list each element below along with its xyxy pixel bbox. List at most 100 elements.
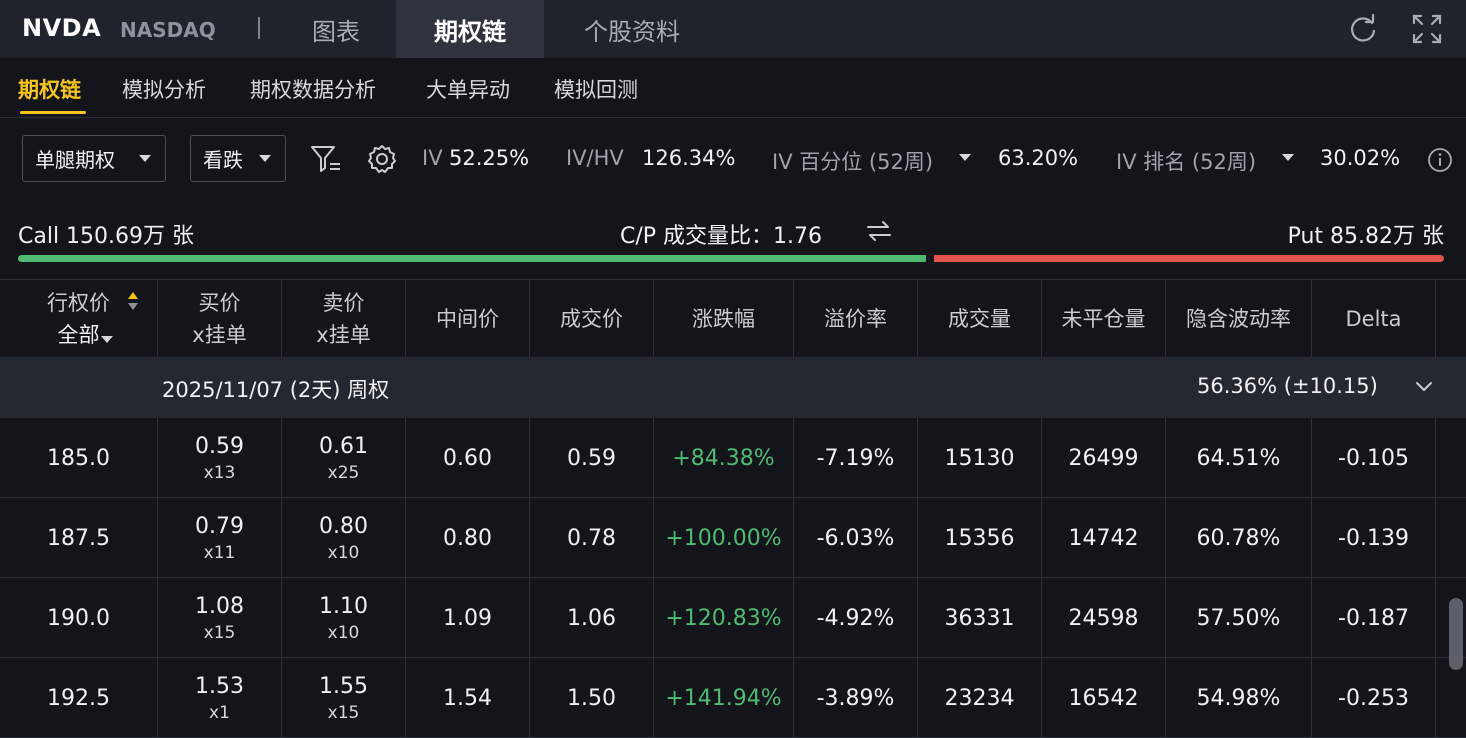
bid-price: 0.79 bbox=[195, 514, 244, 539]
change-cell: +120.83% bbox=[654, 578, 794, 658]
header-last[interactable]: 成交价 bbox=[530, 280, 654, 358]
chevron-down-icon bbox=[259, 155, 271, 162]
strike-cell: 192.5 bbox=[0, 658, 158, 738]
strike-filter-dropdown[interactable]: 全部 bbox=[57, 323, 100, 347]
subtab-block-trades[interactable]: 大单异动 bbox=[426, 78, 510, 102]
tab-option-chain[interactable]: 期权链 bbox=[396, 0, 544, 58]
strike-cell: 185.0 bbox=[0, 418, 158, 498]
ask-cell: 0.61 x25 bbox=[282, 418, 406, 498]
strike-cell: 187.5 bbox=[0, 498, 158, 578]
implied-vol-cell: 60.78% bbox=[1166, 498, 1312, 578]
table-row[interactable]: 192.5 1.53 x1 1.55 x15 1.54 1.50 +141.94% -3.89%… bbox=[0, 658, 1466, 738]
call-volume: Call 150.69万 张 bbox=[18, 224, 195, 249]
table-header-row: 行权价 全部 买价 x挂单 卖价 x挂单 中间价 成交价 涨跌幅 溢价率 成交量… bbox=[0, 279, 1466, 358]
header-implied-vol[interactable]: 隐含波动率 bbox=[1166, 280, 1312, 358]
bid-cell: 1.53 x1 bbox=[158, 658, 282, 738]
ask-price: 1.10 bbox=[319, 594, 368, 619]
bid-cell: 0.79 x11 bbox=[158, 498, 282, 578]
implied-vol-cell: 64.51% bbox=[1166, 418, 1312, 498]
header-ask-sub: x挂单 bbox=[316, 323, 371, 347]
direction-dropdown[interactable]: 看跌 bbox=[190, 135, 286, 182]
mid-cell: 0.60 bbox=[406, 418, 530, 498]
subtab-backtest[interactable]: 模拟回测 bbox=[554, 78, 638, 102]
header-premium[interactable]: 溢价率 bbox=[794, 280, 918, 358]
ask-size: x15 bbox=[327, 703, 360, 723]
header-volume[interactable]: 成交量 bbox=[918, 280, 1042, 358]
volume-cell: 15356 bbox=[918, 498, 1042, 578]
info-icon[interactable] bbox=[1427, 147, 1453, 173]
chevron-down-icon bbox=[1282, 154, 1294, 161]
delta-cell: -0.139 bbox=[1312, 498, 1436, 578]
table-row[interactable]: 187.5 0.79 x11 0.80 x10 0.80 0.78 +100.00% -6.03… bbox=[0, 498, 1466, 578]
scrollbar[interactable] bbox=[1449, 598, 1463, 670]
mid-cell: 1.09 bbox=[406, 578, 530, 658]
settings-gear-icon[interactable] bbox=[366, 143, 398, 175]
ask-size: x10 bbox=[327, 543, 360, 563]
delta-cell: -0.105 bbox=[1312, 418, 1436, 498]
ivhv-label: IV/HV bbox=[566, 146, 624, 170]
refresh-icon[interactable] bbox=[1346, 12, 1380, 46]
header-bid[interactable]: 买价 x挂单 bbox=[158, 280, 282, 358]
call-volume-bar bbox=[18, 255, 926, 262]
subtab-simulation[interactable]: 模拟分析 bbox=[122, 78, 206, 102]
chevron-down-icon bbox=[139, 155, 151, 162]
bid-size: x11 bbox=[203, 543, 236, 563]
header-ask[interactable]: 卖价 x挂单 bbox=[282, 280, 406, 358]
header-strike-label: 行权价 bbox=[47, 291, 110, 315]
filter-icon[interactable] bbox=[310, 144, 342, 174]
swap-icon[interactable] bbox=[866, 220, 892, 242]
ivhv-value: 126.34% bbox=[642, 146, 736, 170]
mid-cell: 1.54 bbox=[406, 658, 530, 738]
ask-price: 1.55 bbox=[319, 674, 368, 699]
cp-ratio: C/P 成交量比：1.76 bbox=[620, 224, 823, 249]
sort-icon[interactable] bbox=[126, 290, 140, 312]
change-cell: +84.38% bbox=[654, 418, 794, 498]
iv-percentile-dropdown[interactable]: IV 百分位 (52周) bbox=[772, 150, 934, 174]
table-row[interactable]: 185.0 0.59 x13 0.61 x25 0.60 0.59 +84.38% -7.19%… bbox=[0, 418, 1466, 498]
subtab-option-data[interactable]: 期权数据分析 bbox=[250, 78, 376, 102]
bid-size: x15 bbox=[203, 623, 236, 643]
change-cell: +100.00% bbox=[654, 498, 794, 578]
bid-size: x1 bbox=[209, 703, 230, 723]
header-bid-label: 买价 bbox=[198, 291, 241, 315]
chevron-down-icon bbox=[101, 336, 113, 343]
last-cell: 1.06 bbox=[530, 578, 654, 658]
active-subtab-indicator bbox=[20, 111, 86, 114]
header-open-interest[interactable]: 未平仓量 bbox=[1042, 280, 1166, 358]
header-ask-label: 卖价 bbox=[322, 291, 365, 315]
tab-chart[interactable]: 图表 bbox=[312, 17, 360, 46]
tab-stock-profile[interactable]: 个股资料 bbox=[584, 17, 680, 46]
header-delta[interactable]: Delta bbox=[1312, 280, 1436, 358]
bid-price: 1.53 bbox=[195, 674, 244, 699]
strategy-dropdown[interactable]: 单腿期权 bbox=[22, 135, 166, 182]
ticker-symbol: NVDA bbox=[22, 14, 102, 42]
fullscreen-icon[interactable] bbox=[1410, 12, 1444, 46]
iv-rank-dropdown[interactable]: IV 排名 (52周) bbox=[1116, 150, 1257, 174]
delta-cell: -0.253 bbox=[1312, 658, 1436, 738]
premium-cell: -6.03% bbox=[794, 498, 918, 578]
open-interest-cell: 14742 bbox=[1042, 498, 1166, 578]
ask-size: x25 bbox=[327, 463, 360, 483]
header-change[interactable]: 涨跌幅 bbox=[654, 280, 794, 358]
ask-size: x10 bbox=[327, 623, 360, 643]
change-cell: +141.94% bbox=[654, 658, 794, 738]
header-bid-sub: x挂单 bbox=[192, 323, 247, 347]
subtab-option-chain[interactable]: 期权链 bbox=[18, 78, 81, 102]
chevron-down-icon[interactable] bbox=[1414, 379, 1434, 393]
premium-cell: -3.89% bbox=[794, 658, 918, 738]
chevron-down-icon bbox=[959, 154, 971, 161]
iv-label: IV bbox=[422, 146, 443, 170]
put-volume: Put 85.82万 张 bbox=[1287, 224, 1444, 249]
header-mid[interactable]: 中间价 bbox=[406, 280, 530, 358]
expiry-group-row[interactable]: 2025/11/07 (2天) 周权 56.36% (±10.15) bbox=[0, 357, 1466, 418]
implied-vol-cell: 57.50% bbox=[1166, 578, 1312, 658]
sub-tab-bar: 期权链 模拟分析 期权数据分析 大单异动 模拟回测 bbox=[0, 58, 1466, 118]
bid-price: 0.59 bbox=[195, 434, 244, 459]
divider bbox=[258, 17, 260, 39]
top-bar: NVDA NASDAQ 图表 期权链 个股资料 bbox=[0, 0, 1466, 58]
expiry-label: 2025/11/07 (2天) 周权 bbox=[162, 378, 390, 402]
ask-cell: 1.55 x15 bbox=[282, 658, 406, 738]
header-strike[interactable]: 行权价 全部 bbox=[0, 280, 158, 358]
table-row[interactable]: 190.0 1.08 x15 1.10 x10 1.09 1.06 +120.83% -4.92… bbox=[0, 578, 1466, 658]
volume-cell: 15130 bbox=[918, 418, 1042, 498]
